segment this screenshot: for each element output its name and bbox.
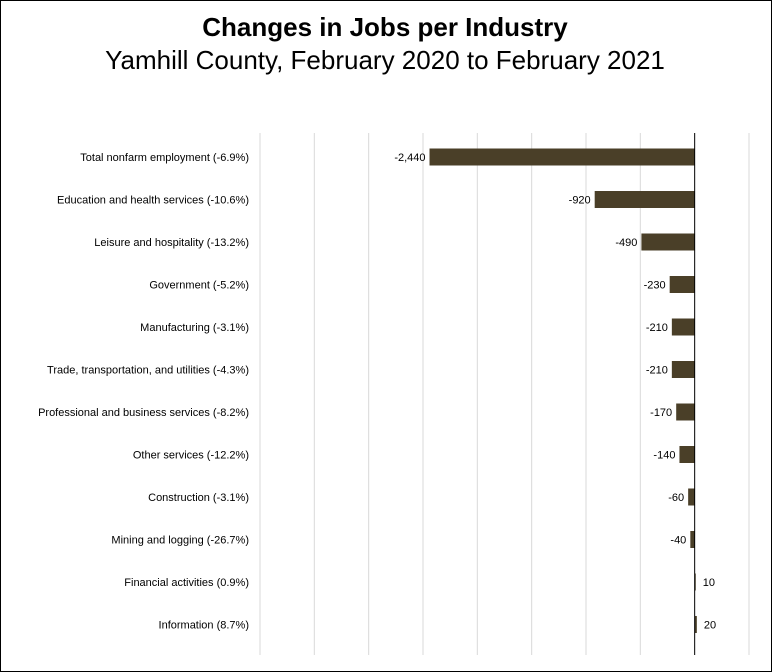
data-label: -40 (670, 535, 686, 547)
data-bar (690, 531, 695, 548)
data-label: -210 (646, 365, 668, 377)
data-label: -170 (650, 407, 672, 419)
data-label: 10 (703, 577, 715, 589)
data-label: -920 (569, 195, 591, 207)
data-bar (641, 233, 695, 251)
chart-subtitle: Yamhill County, February 2020 to Februar… (105, 45, 665, 75)
data-bar (671, 361, 695, 378)
data-bar (694, 573, 696, 591)
category-label: Government (-5.2%) (149, 280, 249, 292)
category-label: Information (8.7%) (159, 620, 249, 632)
category-label: Trade, transportation, and utilities (-4… (47, 365, 249, 377)
data-bar (669, 276, 695, 293)
data-label: 20 (704, 620, 716, 632)
data-label: -210 (646, 322, 668, 334)
category-label: Mining and logging (-26.7%) (111, 535, 249, 547)
data-label: -2,440 (394, 152, 425, 164)
category-label: Leisure and hospitality (-13.2%) (94, 237, 249, 249)
category-label: Education and health services (-10.6%) (57, 195, 249, 207)
data-label: -490 (615, 237, 637, 249)
data-label: -60 (668, 492, 684, 504)
data-label: -230 (644, 280, 666, 292)
data-bar (688, 488, 695, 506)
category-label: Manufacturing (-3.1%) (140, 322, 249, 334)
data-bar (594, 191, 695, 208)
chart-title: Changes in Jobs per Industry (202, 12, 568, 42)
data-label: -140 (653, 450, 675, 462)
category-label: Other services (-12.2%) (133, 450, 249, 462)
category-label: Total nonfarm employment (-6.9%) (80, 152, 249, 164)
data-bar (676, 403, 695, 421)
category-label: Professional and business services (-8.2… (38, 407, 249, 419)
category-label: Construction (-3.1%) (148, 492, 249, 504)
data-bar (671, 318, 695, 336)
data-bar (429, 148, 695, 166)
data-bar (679, 446, 695, 463)
data-bar (694, 616, 697, 633)
category-label: Financial activities (0.9%) (124, 577, 249, 589)
